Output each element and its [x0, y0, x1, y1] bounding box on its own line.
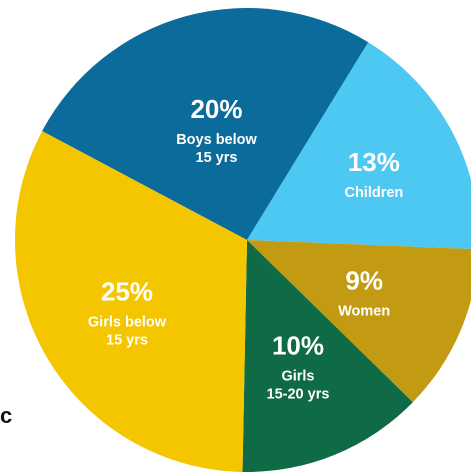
slice-category-label-0-1: 15 yrs: [196, 150, 238, 166]
cropped-edge-text: c: [0, 403, 13, 428]
pie-slices: [14, 8, 471, 472]
pie-slice-2: [247, 240, 471, 403]
slice-percent-label-1: 13%: [348, 147, 400, 177]
pie-slice-1: [247, 42, 471, 249]
slice-category-label-0-0: Boys below: [176, 132, 257, 148]
pie-slice-4: [14, 131, 248, 472]
slice-percent-label-4: 25%: [101, 277, 153, 307]
slice-percent-label-0: 20%: [190, 94, 242, 124]
slice-category-label-2-0: Women: [338, 304, 390, 320]
slice-percent-label-2: 9%: [345, 266, 383, 296]
slice-category-label-1-0: Children: [344, 185, 403, 201]
slice-category-label-4-0: Girls below: [88, 315, 167, 331]
slice-percent-label-3: 10%: [272, 331, 324, 361]
pie-slice-0: [42, 8, 369, 240]
pie-slice-3: [242, 240, 413, 472]
slice-category-label-4-1: 15 yrs: [106, 333, 148, 349]
slice-category-label-3-0: Girls: [281, 369, 314, 385]
slice-category-label-3-1: 15-20 yrs: [267, 387, 330, 403]
pie-labels: 20% Boys below 15 yrs 13% Children 9% Women 10%…: [88, 94, 403, 402]
